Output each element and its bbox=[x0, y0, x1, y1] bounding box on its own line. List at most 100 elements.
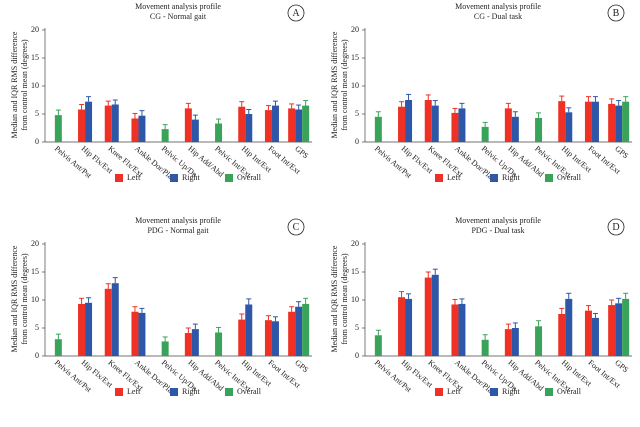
bar bbox=[451, 112, 459, 142]
y-tick-label: 15 bbox=[31, 267, 39, 276]
bar bbox=[288, 311, 296, 356]
bar bbox=[511, 328, 519, 356]
panel-badge bbox=[287, 4, 305, 22]
bar bbox=[431, 274, 439, 356]
y-tick-label: 0 bbox=[35, 351, 39, 360]
panel: Movement analysis profile PDG - Normal ga… bbox=[0, 214, 320, 427]
bar bbox=[565, 112, 573, 142]
bar bbox=[511, 116, 519, 142]
bar bbox=[431, 105, 439, 142]
chart-title: Movement analysis profile bbox=[135, 216, 221, 225]
bar bbox=[215, 123, 223, 142]
legend-swatch bbox=[115, 174, 123, 182]
y-axis-label: Median and IQR RMS difference from contr… bbox=[10, 31, 29, 139]
panel-label: D bbox=[612, 222, 619, 233]
bar bbox=[535, 117, 543, 142]
legend-label: Overall bbox=[237, 173, 262, 182]
bar bbox=[622, 101, 630, 142]
chart-subtitle: PDG - Dual task bbox=[471, 226, 524, 235]
bar bbox=[481, 339, 489, 356]
bar bbox=[245, 114, 253, 142]
y-axis-label: Median and IQR RMS difference from contr… bbox=[330, 245, 349, 353]
y-axis-label: Median and IQR RMS difference from contr… bbox=[330, 31, 349, 139]
bar bbox=[622, 298, 630, 356]
chart-subtitle: CG - Dual task bbox=[474, 12, 522, 21]
chart-subtitle: CG - Normal gait bbox=[150, 12, 207, 21]
bar bbox=[424, 277, 432, 356]
y-tick-label: 15 bbox=[31, 53, 39, 62]
y-tick-label: 20 bbox=[31, 25, 39, 34]
legend-swatch bbox=[435, 388, 443, 396]
bar bbox=[111, 104, 119, 142]
bar bbox=[558, 314, 566, 356]
bar bbox=[78, 109, 86, 142]
bar bbox=[161, 129, 169, 142]
bar bbox=[104, 105, 112, 142]
legend-label: Right bbox=[502, 387, 521, 396]
legend-label: Overall bbox=[237, 387, 262, 396]
bar bbox=[584, 101, 592, 142]
bar bbox=[111, 283, 119, 356]
bar bbox=[295, 306, 303, 356]
panel: Movement analysis profile CG - Normal gai… bbox=[0, 0, 320, 213]
bar bbox=[451, 304, 459, 356]
bar bbox=[288, 108, 296, 142]
chart-title: Movement analysis profile bbox=[455, 2, 541, 11]
y-tick-label: 5 bbox=[355, 109, 359, 118]
bar bbox=[374, 335, 382, 356]
bar bbox=[558, 101, 566, 142]
bar bbox=[85, 101, 93, 142]
bar bbox=[54, 115, 62, 142]
bar bbox=[131, 118, 139, 142]
bar bbox=[504, 108, 512, 142]
y-tick-label: 20 bbox=[351, 25, 359, 34]
bar bbox=[535, 326, 543, 356]
bar bbox=[591, 101, 599, 142]
bar bbox=[374, 116, 382, 142]
legend-swatch bbox=[490, 388, 498, 396]
legend-swatch bbox=[115, 388, 123, 396]
x-tick-label: GPS bbox=[613, 358, 630, 374]
legend-label: Overall bbox=[557, 173, 582, 182]
y-tick-label: 5 bbox=[355, 323, 359, 332]
x-tick-label: GPS bbox=[613, 144, 630, 160]
bar bbox=[138, 115, 146, 142]
y-tick-label: 15 bbox=[351, 267, 359, 276]
panel-badge bbox=[287, 218, 305, 236]
bar bbox=[184, 108, 192, 142]
chart-title: Movement analysis profile bbox=[135, 2, 221, 11]
legend-swatch bbox=[170, 388, 178, 396]
bar bbox=[615, 105, 623, 142]
panel-label: C bbox=[293, 222, 300, 233]
legend-swatch bbox=[225, 388, 233, 396]
bar bbox=[608, 103, 616, 142]
y-tick-label: 20 bbox=[31, 239, 39, 248]
bar bbox=[504, 329, 512, 356]
bar bbox=[458, 108, 466, 142]
y-tick-label: 15 bbox=[351, 53, 359, 62]
bar bbox=[608, 305, 616, 356]
bar bbox=[78, 303, 86, 356]
panel-label: B bbox=[613, 8, 620, 19]
bar bbox=[245, 304, 253, 356]
legend-label: Left bbox=[127, 173, 141, 182]
bar bbox=[215, 332, 223, 356]
bar bbox=[138, 312, 146, 356]
x-tick-label: GPS bbox=[293, 144, 310, 160]
bar bbox=[104, 288, 112, 356]
panel: Movement analysis profile CG - Dual task B… bbox=[320, 0, 640, 213]
bar bbox=[271, 105, 279, 142]
panel-badge bbox=[607, 218, 625, 236]
y-tick-label: 10 bbox=[351, 295, 359, 304]
bar bbox=[271, 321, 279, 356]
y-tick-label: 5 bbox=[35, 109, 39, 118]
x-tick-label: GPS bbox=[293, 358, 310, 374]
panel-label: A bbox=[292, 8, 300, 19]
bar bbox=[398, 106, 406, 142]
legend-swatch bbox=[545, 174, 553, 182]
